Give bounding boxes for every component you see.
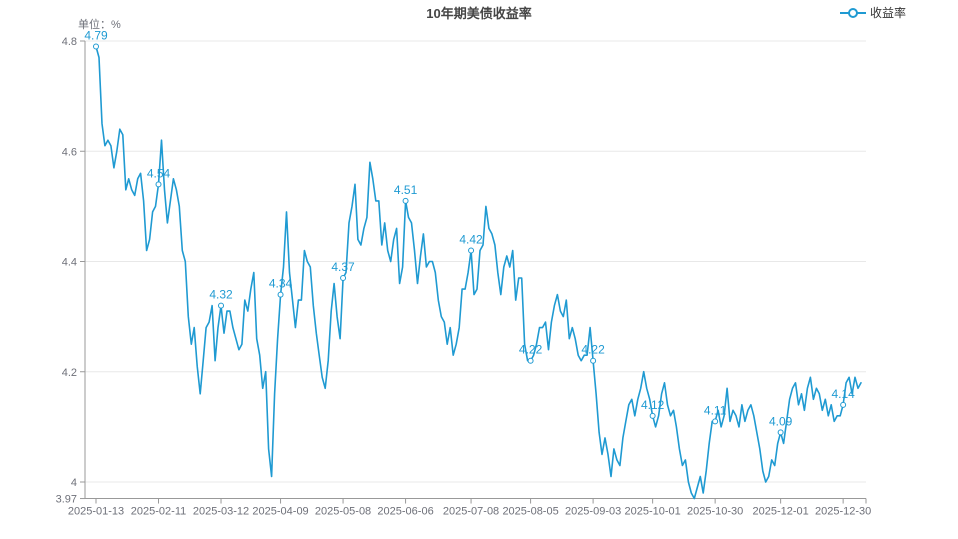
x-axis-label: 2025-12-30 [815, 506, 871, 518]
line-series-legend-icon [839, 7, 866, 19]
x-axis-label: 2025-01-13 [68, 506, 124, 518]
y-axis-label: 3.97 [56, 494, 77, 506]
data-point-marker[interactable] [590, 357, 597, 364]
data-point-marker[interactable] [468, 247, 475, 254]
data-point-label: 4.42 [459, 232, 483, 246]
x-axis-label: 2025-08-05 [502, 506, 558, 518]
legend-item-yield[interactable]: 收益率 [839, 4, 906, 21]
data-point-marker[interactable] [340, 275, 347, 282]
data-point-marker[interactable] [777, 429, 784, 436]
data-point-marker[interactable] [712, 418, 719, 425]
data-point-label: 4.22 [519, 343, 543, 357]
y-axis-label: 4.2 [62, 367, 77, 379]
data-point-marker[interactable] [93, 43, 99, 50]
x-axis-label: 2025-04-09 [252, 506, 308, 518]
y-axis-label: 4.6 [62, 146, 77, 158]
data-point-marker[interactable] [277, 291, 284, 298]
data-point-marker[interactable] [218, 302, 225, 309]
data-point-marker[interactable] [840, 401, 847, 408]
data-point-label: 4.54 [147, 166, 171, 180]
data-point-label: 4.14 [831, 387, 855, 401]
data-point-label: 4.11 [704, 403, 727, 417]
yield-line-series[interactable] [95, 45, 862, 500]
x-axis-label: 2025-07-08 [443, 506, 499, 518]
data-point-label: 4.37 [331, 260, 355, 274]
y-axis-label: 4.4 [62, 257, 77, 269]
data-point-label: 4.09 [769, 414, 793, 428]
chart-title: 10年期美债收益率 [426, 6, 532, 21]
data-point-marker[interactable] [155, 181, 162, 188]
y-axis-unit-label: 单位：% [78, 19, 121, 31]
y-axis-label: 4 [71, 477, 77, 489]
legend-label: 收益率 [869, 6, 906, 20]
x-axis-label: 2025-12-01 [752, 506, 808, 518]
y-axis-label: 4.8 [62, 36, 77, 48]
data-point-label: 4.12 [641, 398, 665, 412]
data-point-label: 4.51 [394, 183, 418, 197]
x-axis-label: 2025-10-30 [687, 506, 743, 518]
data-point-label: 4.32 [209, 288, 233, 302]
x-axis-label: 2025-05-08 [315, 506, 371, 518]
x-axis-label: 2025-03-12 [193, 506, 249, 518]
data-point-label: 4.22 [581, 343, 605, 357]
x-axis-label: 2025-10-01 [624, 506, 680, 518]
x-axis-label: 2025-06-06 [377, 506, 433, 518]
data-point-marker[interactable] [649, 412, 656, 419]
data-point-label: 4.79 [84, 29, 108, 43]
data-point-marker[interactable] [527, 357, 534, 364]
data-point-label: 4.34 [269, 277, 293, 291]
data-point-marker[interactable] [402, 197, 409, 204]
x-axis-label: 2025-09-03 [565, 506, 621, 518]
x-axis-label: 2025-02-11 [131, 506, 186, 518]
